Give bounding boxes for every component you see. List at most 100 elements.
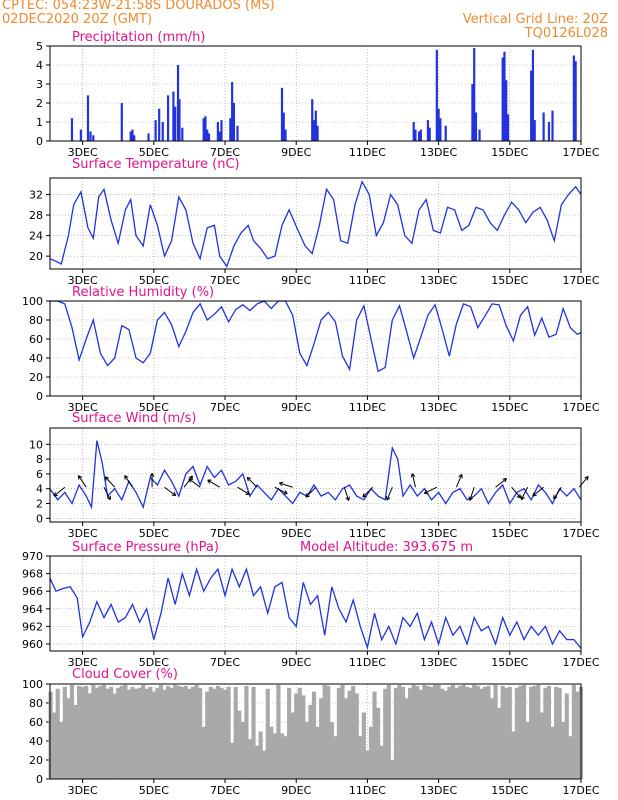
bar <box>315 726 320 779</box>
x-tick-label: 7DEC <box>210 146 240 159</box>
bar <box>173 684 178 779</box>
x-tick-label: 11DEC <box>349 401 386 414</box>
bar <box>137 687 142 779</box>
bar <box>161 122 164 141</box>
plot-frame <box>49 45 582 142</box>
x-tick-label: 3DEC <box>68 274 98 287</box>
bar <box>506 114 510 141</box>
bar <box>304 722 309 779</box>
bar <box>472 684 477 779</box>
wind-arrow <box>103 486 111 501</box>
bar <box>358 736 363 779</box>
bar <box>340 684 345 779</box>
bar <box>551 110 554 141</box>
bar <box>123 684 128 779</box>
bar <box>201 726 206 779</box>
bar <box>572 55 575 141</box>
x-tick-label: 17DEC <box>562 527 599 540</box>
x-tick-label: 5DEC <box>139 527 169 540</box>
bar <box>236 125 239 141</box>
bar <box>105 688 110 779</box>
bar <box>66 698 71 779</box>
bar <box>390 760 395 779</box>
bar <box>301 695 306 779</box>
bar <box>478 129 481 141</box>
bar <box>475 685 480 779</box>
bar <box>511 731 516 779</box>
y-tick-label: 960 <box>22 638 43 651</box>
y-tick-label: 0 <box>36 390 43 403</box>
bar <box>247 739 253 779</box>
panel-wind: 0 24 6 8 10 3DEC 5DEC 7DEC 9DEC 11DEC 13DEC 15DEC 17… <box>29 411 600 540</box>
series-line <box>49 179 582 268</box>
wind-arrow <box>511 486 522 499</box>
bar <box>474 112 478 141</box>
bar <box>404 698 409 779</box>
bar <box>361 712 366 779</box>
bar <box>144 688 149 779</box>
bar <box>311 99 314 141</box>
wind-arrow <box>468 487 475 501</box>
bar <box>262 750 267 779</box>
bar <box>482 686 487 779</box>
x-tick-label: 11DEC <box>349 784 386 797</box>
y-tick-label: 60 <box>29 716 43 729</box>
bar <box>181 127 184 141</box>
bar <box>101 684 107 779</box>
x-tick-label: 7DEC <box>210 527 240 540</box>
bar <box>258 731 263 779</box>
x-tick-label: 9DEC <box>281 146 311 159</box>
bar <box>59 722 64 779</box>
bar <box>165 685 171 779</box>
bar <box>312 120 316 141</box>
bar <box>162 689 167 779</box>
bar <box>393 687 398 779</box>
bar <box>116 687 121 779</box>
bar <box>468 687 473 779</box>
bar <box>52 712 57 779</box>
plot-frame <box>49 300 582 397</box>
bar <box>297 687 302 779</box>
y-tick-label: 40 <box>29 352 43 365</box>
header-location: CPTEC: 054:23W-21:58S DOURADOS (MS) <box>2 0 275 13</box>
bar <box>279 733 285 779</box>
bar <box>425 685 431 779</box>
bar <box>178 99 181 141</box>
bar <box>574 61 577 142</box>
bar <box>547 122 551 141</box>
x-tick-label: 13DEC <box>420 401 457 414</box>
bar <box>419 129 422 141</box>
panel-title: Surface Wind (m/s) <box>72 411 196 426</box>
x-tick-label: 5DEC <box>139 274 169 287</box>
x-tick-label: 15DEC <box>491 146 528 159</box>
bar <box>429 686 434 779</box>
bar <box>454 687 459 779</box>
bar <box>231 82 234 141</box>
bar <box>347 690 352 779</box>
x-tick-label: 17DEC <box>562 146 599 159</box>
bar <box>386 684 391 779</box>
wind-arrow <box>343 487 350 501</box>
bar <box>89 131 92 141</box>
bar <box>219 687 224 779</box>
bar <box>174 106 177 141</box>
bar <box>504 687 509 779</box>
bar <box>408 687 413 779</box>
bar <box>354 693 359 779</box>
wind-arrow <box>386 487 393 501</box>
wind-arrow <box>455 473 463 488</box>
y-tick-label: 964 <box>22 603 43 616</box>
bar <box>272 733 277 779</box>
wind-arrow <box>274 486 288 495</box>
bar <box>539 712 544 779</box>
bar <box>265 688 270 779</box>
bar <box>69 684 75 779</box>
bar <box>180 686 185 779</box>
bar <box>376 707 381 779</box>
bar <box>212 688 217 779</box>
bar <box>251 686 256 779</box>
bar <box>461 684 466 779</box>
bar <box>86 95 90 141</box>
bar <box>536 684 541 779</box>
bar <box>48 691 53 779</box>
